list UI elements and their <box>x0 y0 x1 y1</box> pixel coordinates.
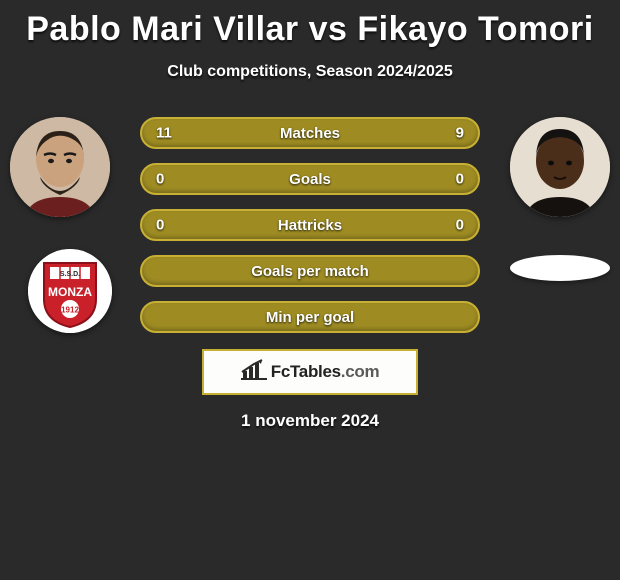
club-badge-right <box>510 255 610 281</box>
stat-hattricks-left: 0 <box>156 217 164 234</box>
stat-matches-right: 9 <box>456 125 464 142</box>
stat-mpg: Min per goal <box>140 301 480 333</box>
player-photo-left <box>10 117 110 217</box>
barchart-icon <box>241 359 267 386</box>
comparison-title: Pablo Mari Villar vs Fikayo Tomori <box>0 0 620 49</box>
footer-date: 1 november 2024 <box>0 411 620 431</box>
comparison-content: S.S.D. MONZA 1912 11 Matches 9 0 Goals 0… <box>0 117 620 431</box>
svg-text:1912: 1912 <box>61 306 79 315</box>
svg-text:S.S.D.: S.S.D. <box>60 271 80 278</box>
comparison-subtitle: Club competitions, Season 2024/2025 <box>0 63 620 81</box>
stat-matches-left: 11 <box>156 125 172 142</box>
stat-hattricks-right: 0 <box>456 217 464 234</box>
stat-goals: 0 Goals 0 <box>140 163 480 195</box>
brand-text: FcTables.com <box>271 362 380 382</box>
player-photo-right <box>510 117 610 217</box>
stat-gpm-label: Goals per match <box>251 263 369 280</box>
brand-name: FcTables <box>271 362 341 381</box>
stat-hattricks: 0 Hattricks 0 <box>140 209 480 241</box>
svg-text:MONZA: MONZA <box>48 285 92 299</box>
stat-matches-label: Matches <box>280 125 340 142</box>
stat-gpm: Goals per match <box>140 255 480 287</box>
stat-goals-right: 0 <box>456 171 464 188</box>
stat-bars: 11 Matches 9 0 Goals 0 0 Hattricks 0 Goa… <box>140 117 480 333</box>
club-badge-left: S.S.D. MONZA 1912 <box>28 249 112 333</box>
stat-goals-left: 0 <box>156 171 164 188</box>
stat-goals-label: Goals <box>289 171 331 188</box>
brand-domain: .com <box>341 362 379 381</box>
stat-hattricks-label: Hattricks <box>278 217 342 234</box>
stat-mpg-label: Min per goal <box>266 309 354 326</box>
brand-box: FcTables.com <box>202 349 418 395</box>
stat-matches: 11 Matches 9 <box>140 117 480 149</box>
